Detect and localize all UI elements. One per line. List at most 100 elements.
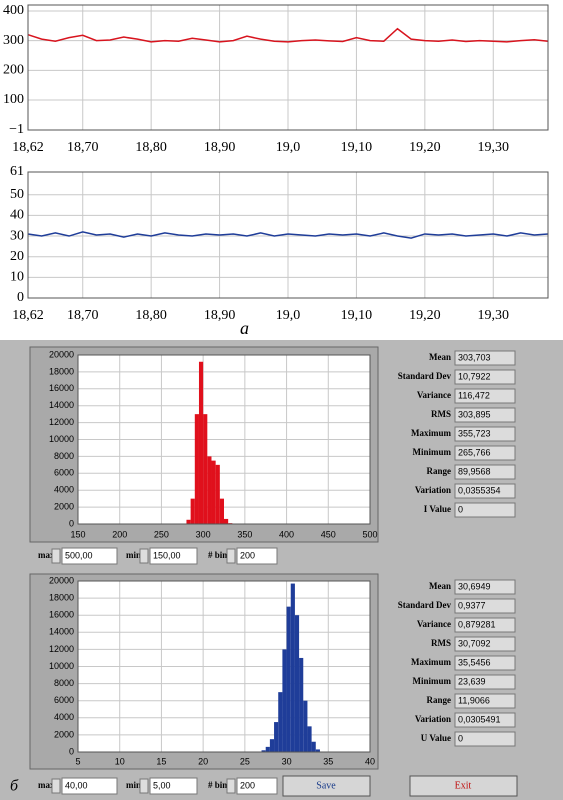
y-tick-label: 30 [10, 228, 24, 243]
input-value[interactable]: 500,00 [65, 550, 93, 560]
control-label: # bins [208, 780, 231, 790]
y-tick-label: 14000 [49, 627, 74, 637]
stat-box [454, 598, 516, 614]
plot-frame [27, 4, 549, 131]
stat-label: U Value [421, 733, 451, 743]
stat-label: Variance [417, 619, 451, 629]
y-tick-label: 4000 [54, 712, 74, 722]
hist-bar [307, 726, 312, 752]
stat-value: 0,879281 [458, 619, 496, 629]
hist-bar [224, 518, 229, 524]
spinner[interactable] [226, 548, 236, 564]
spinner[interactable] [226, 778, 236, 794]
spinner[interactable] [139, 548, 149, 564]
input-value[interactable]: 150,00 [153, 550, 181, 560]
hist-bar [186, 519, 191, 524]
hist-bar [211, 460, 216, 524]
stat-box [454, 731, 516, 747]
x-tick-label: 18,70 [67, 308, 99, 323]
stat-box [454, 369, 516, 385]
spinner[interactable] [139, 778, 149, 794]
x-tick-label: 35 [323, 756, 333, 766]
hist-bar [261, 750, 266, 752]
input-box[interactable] [149, 547, 198, 565]
y-tick-label: 20000 [49, 349, 74, 359]
exit-button[interactable] [409, 775, 518, 797]
x-tick-label: 19,20 [409, 140, 441, 155]
input-value[interactable]: 200 [240, 550, 255, 560]
control-label: max [38, 550, 55, 560]
y-tick-label: 61 [10, 164, 24, 179]
input-value[interactable]: 40,00 [65, 780, 88, 790]
stat-box [454, 350, 516, 366]
exit-label[interactable]: Exit [455, 780, 472, 791]
x-tick-label: 18,90 [204, 308, 236, 323]
hist-bar [203, 414, 208, 524]
y-tick-label: 16000 [49, 383, 74, 393]
control-label: # bins [208, 550, 231, 560]
stat-label: RMS [431, 638, 451, 648]
x-tick-label: 5 [75, 756, 80, 766]
stat-value: 11,9066 [458, 695, 490, 705]
spinner[interactable] [51, 548, 61, 564]
control-label: max [38, 780, 55, 790]
y-tick-label: 10 [10, 270, 24, 285]
input-box[interactable] [236, 777, 278, 795]
stat-box [454, 617, 516, 633]
plot-frame [77, 580, 371, 753]
input-box[interactable] [149, 777, 198, 795]
x-tick-label: 18,70 [67, 140, 99, 155]
x-tick-label: 250 [154, 529, 169, 539]
stat-value: 35,5456 [458, 657, 491, 667]
input-value[interactable]: 5,00 [153, 780, 171, 790]
control-label: min [126, 780, 141, 790]
x-tick-label: 19,10 [341, 140, 373, 155]
input-box[interactable] [61, 547, 118, 565]
y-tick-label: 18000 [49, 366, 74, 376]
y-tick-label: 8000 [54, 451, 74, 461]
x-tick-label: 18,62 [12, 140, 44, 155]
save-label[interactable]: Save [316, 780, 336, 791]
stat-value: 303,703 [458, 352, 491, 362]
hist-bar [303, 700, 308, 752]
y-tick-label: 6000 [54, 468, 74, 478]
input-value[interactable]: 200 [240, 780, 255, 790]
x-tick-label: 19,20 [409, 308, 441, 323]
spinner[interactable] [51, 778, 61, 794]
input-box[interactable] [61, 777, 118, 795]
y-tick-label: 0 [69, 746, 74, 756]
y-tick-label: 10000 [49, 661, 74, 671]
stat-value: 30,7092 [458, 638, 491, 648]
stat-box [454, 445, 516, 461]
hist-bar [290, 583, 295, 752]
x-tick-label: 150 [70, 529, 85, 539]
plot-frame [27, 171, 549, 299]
hist-bar [194, 414, 199, 524]
input-box[interactable] [236, 547, 278, 565]
hist-bar [198, 361, 204, 524]
stat-label: Variation [415, 485, 451, 495]
stat-value: 0,0355354 [458, 485, 501, 495]
y-tick-label: 0 [69, 518, 74, 528]
stat-label: Maximum [411, 657, 451, 667]
stat-label: Variance [417, 390, 451, 400]
stat-box [454, 483, 516, 499]
x-tick-label: 20 [198, 756, 208, 766]
y-tick-label: 12000 [49, 644, 74, 654]
y-tick-label: 400 [3, 3, 24, 18]
stat-box [454, 426, 516, 442]
stat-value: 10,7922 [458, 371, 491, 381]
y-tick-label: 4000 [54, 485, 74, 495]
x-tick-label: 30 [282, 756, 292, 766]
y-tick-label: 20 [10, 249, 24, 264]
x-tick-label: 200 [112, 529, 127, 539]
stat-box [454, 674, 516, 690]
x-tick-label: 19,10 [341, 308, 373, 323]
stat-label: Minimum [412, 676, 451, 686]
y-tick-label: 50 [10, 187, 24, 202]
stat-box [454, 502, 516, 518]
hist-bar [219, 498, 224, 524]
hist-bar [207, 456, 212, 524]
hist-bar [286, 606, 291, 752]
save-button[interactable] [282, 775, 371, 797]
